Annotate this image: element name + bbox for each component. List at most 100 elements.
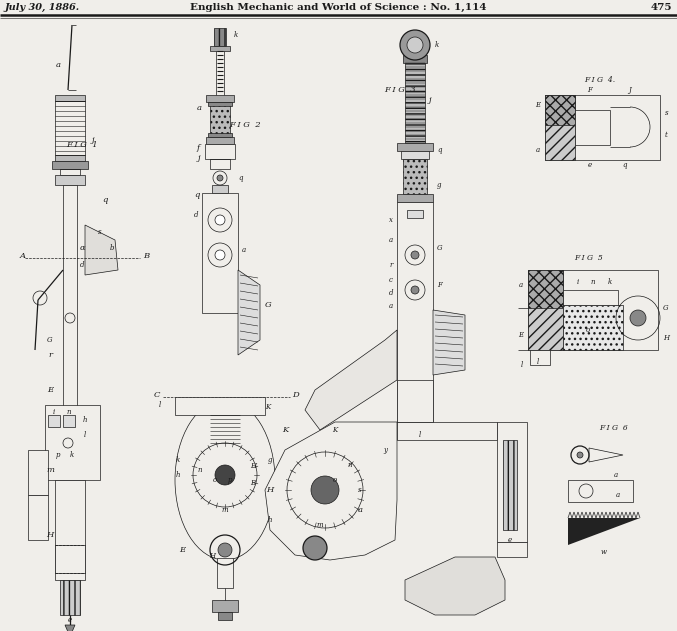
Text: C: C	[154, 391, 160, 399]
Text: K: K	[265, 403, 270, 411]
Text: k: k	[435, 41, 439, 49]
Bar	[528, 270, 658, 350]
Polygon shape	[265, 422, 397, 560]
Bar	[575, 110, 610, 145]
Text: l: l	[419, 431, 421, 439]
Text: F I G  1: F I G 1	[66, 141, 97, 149]
Text: H: H	[266, 486, 274, 494]
Text: English Mechanic and World of Science : No. 1,114: English Mechanic and World of Science : …	[190, 3, 486, 12]
Text: h: h	[176, 471, 180, 479]
Text: w: w	[601, 548, 607, 556]
Bar	[202, 193, 238, 313]
Bar	[397, 143, 433, 151]
Bar	[403, 55, 427, 63]
Bar	[55, 175, 85, 185]
Text: q: q	[623, 161, 628, 169]
Polygon shape	[405, 557, 505, 615]
Text: G: G	[663, 304, 669, 312]
Bar	[545, 95, 575, 160]
Text: f: f	[197, 144, 200, 152]
Bar	[212, 185, 228, 193]
Bar	[530, 350, 550, 365]
Bar	[55, 545, 85, 573]
Text: G: G	[437, 244, 443, 252]
Text: e: e	[588, 161, 592, 169]
Bar	[55, 480, 85, 580]
Text: y: y	[383, 446, 387, 454]
Bar	[497, 542, 527, 557]
Bar	[545, 95, 575, 125]
Text: n: n	[591, 278, 595, 286]
Bar	[528, 270, 563, 308]
Bar	[212, 600, 238, 612]
Circle shape	[303, 536, 327, 560]
Text: a: a	[536, 146, 540, 154]
Text: B: B	[250, 479, 255, 487]
Text: r: r	[390, 261, 393, 269]
Text: F I G  6: F I G 6	[598, 424, 628, 432]
Bar	[397, 422, 497, 440]
Polygon shape	[65, 625, 75, 631]
Bar	[397, 380, 433, 422]
Circle shape	[215, 215, 225, 225]
Text: j: j	[91, 136, 94, 144]
Text: o: o	[333, 476, 337, 484]
Text: i: i	[53, 408, 55, 416]
Bar	[63, 185, 77, 465]
Polygon shape	[238, 270, 260, 355]
Bar	[52, 161, 88, 169]
Text: h: h	[267, 516, 272, 524]
Bar	[528, 270, 563, 350]
Circle shape	[411, 286, 419, 294]
Text: m: m	[221, 506, 228, 514]
Text: 475: 475	[651, 3, 672, 12]
Bar	[218, 612, 232, 620]
Text: a: a	[616, 491, 620, 499]
Bar	[63, 415, 75, 427]
Circle shape	[217, 175, 223, 181]
Text: k: k	[176, 456, 180, 464]
Text: α: α	[79, 244, 85, 252]
Bar	[210, 102, 230, 137]
Bar	[503, 440, 517, 530]
Text: H: H	[663, 334, 669, 342]
Bar	[175, 397, 265, 415]
Text: F I G  5: F I G 5	[573, 254, 603, 262]
Text: F I G  3: F I G 3	[384, 86, 416, 94]
Bar	[206, 137, 234, 144]
Text: l: l	[84, 431, 86, 439]
Polygon shape	[305, 330, 397, 430]
Text: F I G  2: F I G 2	[230, 121, 261, 129]
Bar	[55, 155, 85, 161]
Circle shape	[311, 476, 339, 504]
Text: a: a	[242, 246, 246, 254]
Text: e: e	[68, 616, 72, 624]
Text: j: j	[198, 154, 200, 162]
Bar	[403, 159, 427, 194]
Text: G: G	[47, 336, 53, 344]
Text: July 30, 1886.: July 30, 1886.	[5, 3, 80, 12]
Text: k: k	[234, 31, 238, 39]
Text: k: k	[70, 451, 74, 459]
Text: m: m	[317, 521, 324, 529]
Bar	[48, 415, 60, 427]
Text: p: p	[56, 451, 60, 459]
Text: h: h	[83, 416, 87, 424]
Text: g: g	[437, 181, 441, 189]
Text: l: l	[159, 401, 161, 409]
Text: g: g	[267, 456, 272, 464]
Ellipse shape	[175, 400, 275, 560]
Circle shape	[215, 465, 235, 485]
Polygon shape	[85, 225, 118, 275]
Text: k: k	[608, 278, 612, 286]
Text: q: q	[102, 196, 108, 204]
Bar	[28, 450, 48, 495]
Text: A: A	[20, 252, 26, 260]
Text: l: l	[521, 361, 523, 369]
Bar	[401, 151, 429, 159]
Circle shape	[411, 251, 419, 259]
Text: J: J	[629, 86, 632, 94]
Text: n: n	[198, 466, 202, 474]
Bar	[407, 210, 423, 218]
Text: e: e	[508, 536, 512, 544]
